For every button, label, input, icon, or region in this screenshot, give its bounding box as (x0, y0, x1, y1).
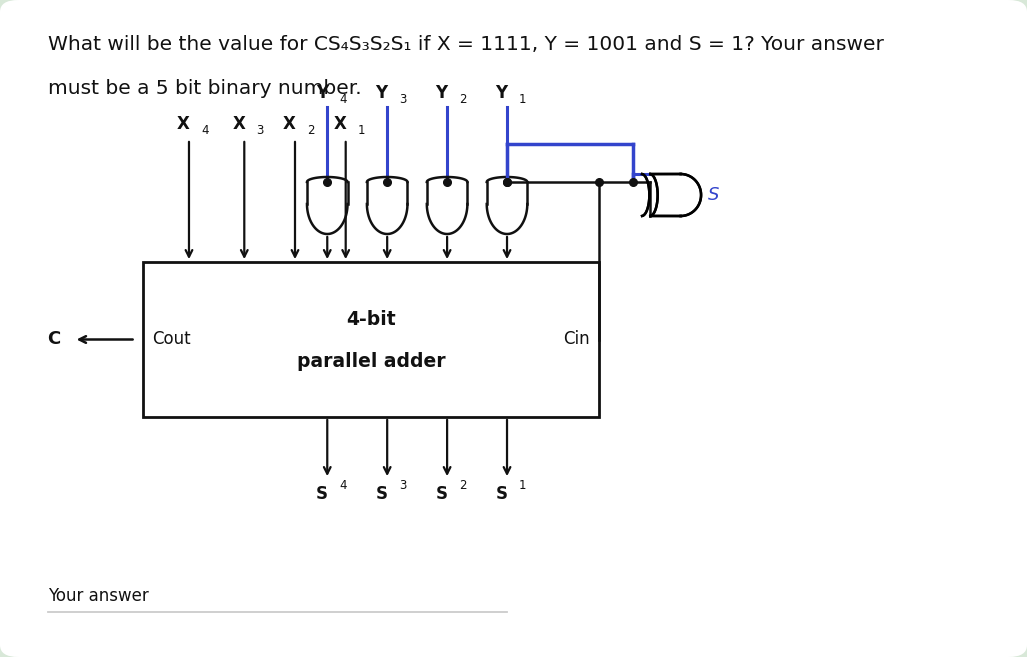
Text: X: X (283, 115, 296, 133)
Text: S: S (495, 485, 507, 503)
Text: 2: 2 (459, 479, 466, 492)
Text: X: X (177, 115, 190, 133)
Text: 4-bit: 4-bit (346, 310, 395, 329)
Text: 1: 1 (519, 479, 527, 492)
Text: Cin: Cin (564, 330, 589, 348)
Text: Cout: Cout (152, 330, 191, 348)
Text: 3: 3 (257, 124, 264, 137)
Polygon shape (650, 174, 701, 216)
Text: 2: 2 (307, 124, 314, 137)
Bar (143, 262, 599, 417)
Text: must be a 5 bit binary number.: must be a 5 bit binary number. (48, 79, 362, 98)
Text: S: S (315, 485, 328, 503)
Text: 4: 4 (339, 479, 347, 492)
Text: 1: 1 (357, 124, 366, 137)
Text: 4: 4 (201, 124, 208, 137)
Text: Y: Y (376, 84, 388, 102)
Text: Y: Y (495, 84, 507, 102)
Text: X: X (232, 115, 245, 133)
Text: C: C (46, 330, 60, 348)
Text: 2: 2 (459, 93, 466, 106)
Text: Your answer: Your answer (48, 587, 149, 605)
Text: 3: 3 (400, 479, 407, 492)
Text: 1: 1 (519, 93, 527, 106)
Text: parallel adder: parallel adder (297, 352, 446, 371)
Text: What will be the value for CS₄S₃S₂S₁ if X = 1111, Y = 1001 and S = 1? Your answe: What will be the value for CS₄S₃S₂S₁ if … (48, 35, 884, 54)
Text: 3: 3 (400, 93, 407, 106)
Text: S: S (435, 485, 448, 503)
Text: X: X (334, 115, 346, 133)
Text: 4: 4 (339, 93, 347, 106)
Text: Y: Y (315, 84, 328, 102)
Text: Y: Y (435, 84, 448, 102)
Text: S: S (708, 186, 719, 204)
Text: S: S (376, 485, 387, 503)
